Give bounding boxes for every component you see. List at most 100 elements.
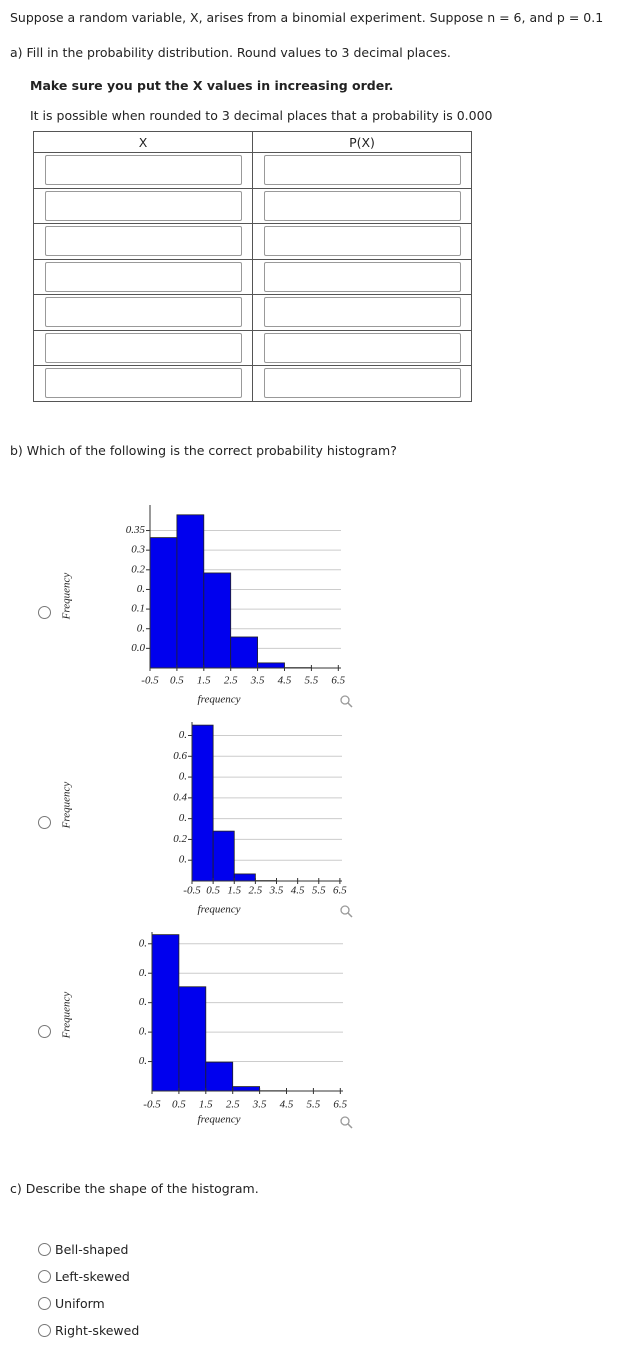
input-box[interactable] (263, 190, 461, 221)
radio-button[interactable] (38, 1270, 51, 1283)
bar (149, 537, 178, 669)
x-tick-label: -0.5 (141, 675, 159, 687)
table: X P(X) (33, 131, 472, 402)
cell (252, 223, 472, 260)
x-tick-label: 6.5 (333, 885, 347, 897)
radio-button[interactable] (38, 816, 51, 829)
input-box[interactable] (44, 155, 242, 186)
zoom-icon (347, 912, 353, 918)
x-tick-label: 6.5 (333, 1099, 347, 1111)
bar (230, 636, 259, 669)
table-row (33, 258, 472, 295)
x-tick-label: 5.5 (312, 885, 326, 897)
zoom-icon (347, 1123, 353, 1129)
zoom-icon (340, 905, 350, 915)
bar (233, 873, 256, 882)
y-tick-label: 0.2 (173, 833, 187, 845)
y-axis-label: Frequency (61, 992, 73, 1040)
x-tick-label: 1.5 (227, 885, 241, 897)
zoom-icon (340, 1116, 350, 1126)
x-tick-label: 2.5 (249, 885, 263, 897)
input-box[interactable] (263, 368, 461, 399)
input-box[interactable] (263, 155, 461, 186)
y-tick-label: 0. (179, 771, 187, 783)
input-box[interactable] (44, 190, 242, 221)
radio-button[interactable] (38, 1297, 51, 1310)
cell (252, 152, 472, 189)
y-tick-label: 0.0 (131, 642, 145, 654)
table-row (33, 365, 472, 402)
input-box[interactable] (44, 332, 242, 363)
x-tick-label: 1.5 (197, 675, 211, 687)
input-box[interactable] (263, 297, 461, 328)
cell (33, 152, 253, 189)
x-tick-label: 4.5 (291, 885, 305, 897)
cell (33, 258, 253, 295)
x-tick-label: -0.5 (183, 885, 201, 897)
y-axis-label: Frequency (61, 782, 73, 830)
cell (252, 365, 472, 402)
bar (151, 934, 180, 1092)
radio-button[interactable] (38, 1243, 51, 1256)
x-tick-label: 0.5 (172, 1099, 186, 1111)
cell (33, 223, 253, 260)
column-header: X (33, 131, 253, 153)
cell (252, 187, 472, 224)
x-tick-label: 5.5 (307, 1099, 321, 1111)
x-tick-label: 3.5 (250, 675, 265, 687)
y-tick-label: 0. (137, 622, 145, 634)
option-label[interactable]: Bell-shaped (55, 1242, 129, 1257)
x-axis-label: frequency (198, 694, 241, 706)
bar (178, 986, 207, 1092)
column-header: P(X) (252, 131, 472, 153)
bar (176, 514, 205, 669)
input-box[interactable] (44, 368, 242, 399)
cell (33, 294, 253, 331)
y-tick-label: 0. (179, 812, 187, 824)
x-tick-label: 2.5 (226, 1099, 240, 1111)
y-tick-label: 0. (139, 967, 147, 979)
x-tick-label: 2.5 (224, 675, 238, 687)
zoom-icon (340, 695, 350, 705)
y-tick-label: 0.2 (131, 563, 145, 575)
prompt: b) Which of the following is the correct… (10, 443, 397, 458)
cell (252, 258, 472, 295)
zoom-icon (347, 702, 353, 708)
table-row (33, 223, 472, 260)
input-box[interactable] (263, 226, 461, 257)
bar (232, 1086, 261, 1092)
y-tick-label: 0. (137, 583, 145, 595)
table-row (33, 187, 472, 224)
radio-button[interactable] (38, 1324, 51, 1337)
x-tick-label: 3.5 (252, 1099, 267, 1111)
option-label[interactable]: Uniform (55, 1296, 105, 1311)
input-box[interactable] (263, 261, 461, 292)
cell (33, 187, 253, 224)
table-row (33, 152, 472, 189)
radio-button[interactable] (38, 1025, 51, 1038)
y-tick-label: 0. (179, 854, 187, 866)
x-tick-label: 0.5 (206, 885, 220, 897)
radio-button[interactable] (38, 606, 51, 619)
y-tick-label: 0.6 (173, 750, 187, 762)
bar (203, 572, 232, 669)
x-tick-label: 4.5 (280, 1099, 294, 1111)
y-tick-label: 0. (179, 729, 187, 741)
y-tick-label: 0.3 (131, 544, 145, 556)
table-row (33, 329, 472, 366)
y-tick-label: 0.4 (173, 791, 187, 803)
x-tick-label: 1.5 (199, 1099, 213, 1111)
bar (212, 830, 235, 882)
input-box[interactable] (44, 297, 242, 328)
input-box[interactable] (44, 226, 242, 257)
input-box[interactable] (263, 332, 461, 363)
bar (205, 1061, 234, 1092)
table-row (33, 294, 472, 331)
input-box[interactable] (44, 261, 242, 292)
x-tick-label: 3.5 (269, 885, 284, 897)
x-tick-label: 5.5 (305, 675, 319, 687)
option-label[interactable]: Left-skewed (55, 1269, 130, 1284)
option-label[interactable]: Right-skewed (55, 1323, 140, 1338)
